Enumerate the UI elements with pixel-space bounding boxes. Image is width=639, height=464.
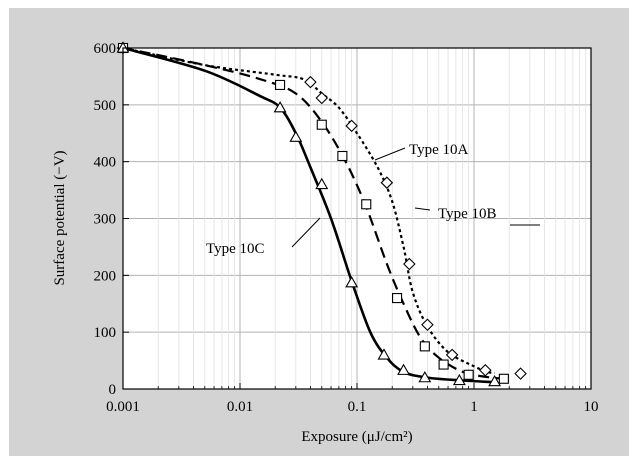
annotation-type-10b: Type 10B: [438, 206, 497, 222]
axis-ticks: [122, 47, 592, 390]
marker-type-10b: [498, 373, 509, 384]
marker-type-10c: [488, 375, 502, 387]
leader-type-10c: [291, 217, 321, 248]
marker-type-10a: [479, 363, 492, 377]
marker-type-10b: [316, 119, 327, 130]
leader-type-10a: [374, 147, 406, 161]
marker-type-10a: [514, 367, 527, 380]
tick-labels: 0 100 200 300 400 500 600 0.001 0.01 0.1 1 10: [94, 41, 599, 415]
annotation-leaders: [291, 147, 540, 248]
x-axis-label: Exposure (μJ/cm²): [301, 429, 412, 445]
marker-type-10a: [345, 119, 358, 133]
marker-type-10c: [315, 177, 329, 190]
annotation-type-10c: Type 10C: [206, 241, 265, 257]
marker-type-10a: [315, 91, 329, 105]
marker-type-10b: [275, 79, 286, 90]
curve-type-10b: [122, 46, 505, 380]
curve-type-10a: [122, 46, 495, 375]
marker-type-10b: [392, 293, 403, 304]
marker-type-10b: [361, 199, 372, 210]
marker-type-10a: [304, 75, 317, 89]
marker-type-10c: [273, 101, 287, 113]
y-axis-label: Surface potential (−V): [52, 150, 68, 285]
marker-type-10b: [337, 150, 348, 162]
y-tick-label: 500: [94, 98, 117, 114]
y-tick-label: 0: [109, 382, 117, 398]
x-tick-label: 0.001: [106, 399, 140, 415]
marker-type-10c: [289, 130, 303, 142]
marker-type-10a: [403, 257, 416, 271]
annotation-type-10a: Type 10A: [409, 142, 469, 158]
y-tick-label: 300: [94, 212, 117, 228]
marker-type-10b: [419, 341, 430, 352]
marker-type-10b: [438, 359, 449, 370]
marker-type-10b: [463, 369, 474, 380]
marker-type-10c: [452, 373, 466, 386]
marker-type-10c: [377, 348, 391, 360]
marker-type-10a: [380, 176, 394, 189]
y-tick-label: 200: [94, 268, 117, 284]
x-tick-label: 10: [584, 399, 599, 415]
y-tick-label: 400: [94, 155, 117, 171]
x-tick-label: 1: [470, 399, 478, 415]
y-tick-label: 100: [94, 325, 117, 341]
marker-type-10c: [397, 363, 411, 375]
x-tick-label: 0.1: [348, 399, 367, 415]
leader-type-10b: [414, 207, 431, 211]
marker-type-10c: [418, 371, 432, 383]
marker-type-10a: [445, 348, 459, 362]
y-tick-label: 600: [94, 41, 117, 57]
marker-type-10c: [345, 276, 359, 288]
marker-type-10a: [421, 318, 434, 332]
x-tick-label: 0.01: [227, 399, 253, 415]
